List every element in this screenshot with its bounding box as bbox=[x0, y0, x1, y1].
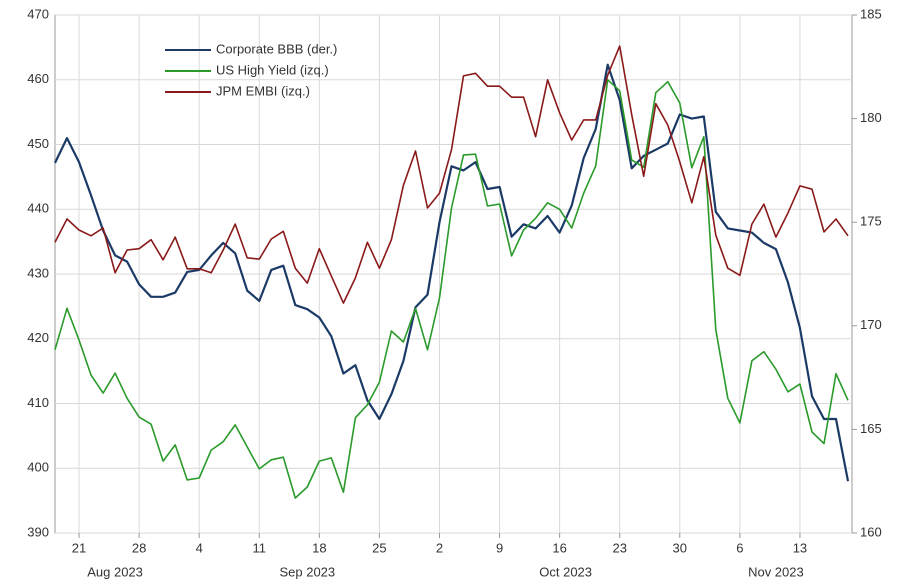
legend-label: Corporate BBB (der.) bbox=[216, 41, 337, 56]
series-line bbox=[54, 79, 849, 499]
y-tick-label: 460 bbox=[27, 71, 49, 86]
y-tick-label: 410 bbox=[27, 395, 49, 410]
x-tick-label: 6 bbox=[736, 540, 743, 555]
y-tick-label: 430 bbox=[27, 265, 49, 280]
x-tick-label: 21 bbox=[72, 540, 86, 555]
x-month-label: Sep 2023 bbox=[279, 564, 335, 579]
y2-tick-label: 170 bbox=[860, 317, 882, 332]
y-tick-label: 470 bbox=[27, 6, 49, 21]
x-tick-label: 23 bbox=[612, 540, 626, 555]
legend-label: JPM EMBI (izq.) bbox=[216, 83, 310, 98]
y-tick-label: 390 bbox=[27, 524, 49, 539]
y2-tick-label: 180 bbox=[860, 110, 882, 125]
y-tick-label: 400 bbox=[27, 460, 49, 475]
x-tick-label: 13 bbox=[793, 540, 807, 555]
x-tick-label: 2 bbox=[436, 540, 443, 555]
y-tick-label: 450 bbox=[27, 136, 49, 151]
x-tick-label: 28 bbox=[132, 540, 146, 555]
y2-tick-label: 165 bbox=[860, 421, 882, 436]
y2-tick-label: 175 bbox=[860, 214, 882, 229]
series-line bbox=[54, 63, 850, 482]
x-tick-label: 4 bbox=[196, 540, 203, 555]
y-tick-label: 440 bbox=[27, 201, 49, 216]
x-tick-label: 18 bbox=[312, 540, 326, 555]
series-line bbox=[54, 45, 849, 304]
x-tick-label: 11 bbox=[253, 540, 267, 555]
y2-tick-label: 185 bbox=[860, 6, 882, 21]
x-month-label: Nov 2023 bbox=[748, 564, 804, 579]
x-tick-label: 30 bbox=[673, 540, 687, 555]
x-month-label: Oct 2023 bbox=[539, 564, 592, 579]
y-tick-label: 420 bbox=[27, 330, 49, 345]
y2-tick-label: 160 bbox=[860, 524, 882, 539]
x-tick-label: 16 bbox=[552, 540, 566, 555]
x-tick-label: 9 bbox=[496, 540, 503, 555]
x-tick-label: 25 bbox=[372, 540, 386, 555]
x-month-label: Aug 2023 bbox=[87, 564, 143, 579]
legend-label: US High Yield (izq.) bbox=[216, 62, 329, 77]
